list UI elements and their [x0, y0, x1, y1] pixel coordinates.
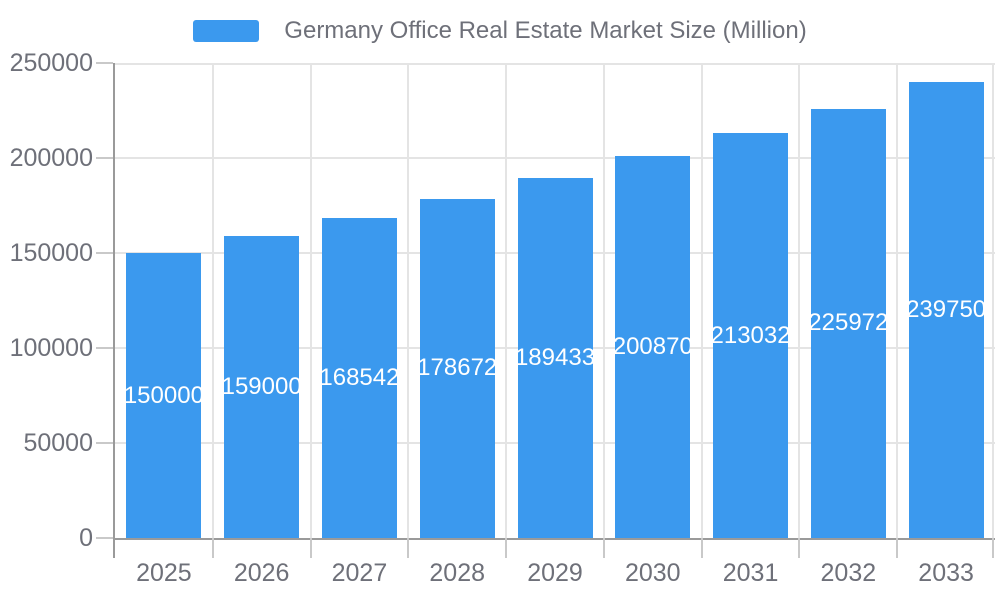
y-axis-tick [96, 347, 113, 349]
x-axis-tick [407, 538, 409, 558]
vertical-gridline [407, 63, 409, 538]
bar[interactable]: 239750 [908, 82, 984, 538]
vertical-gridline [798, 63, 800, 538]
plot-area: 0 50000 100000 150000 200000 250000 150000 2025… [10, 49, 995, 587]
x-axis-label: 2028 [429, 559, 486, 587]
x-axis-label: 2030 [624, 559, 681, 587]
y-axis-tick [96, 62, 113, 64]
horizontal-gridline [115, 63, 995, 65]
legend-swatch-icon [193, 20, 260, 42]
bar-value-label: 239750 [908, 296, 984, 324]
y-axis-extension [113, 538, 115, 558]
y-axis-tick [96, 252, 113, 254]
legend-label: Germany Office Real Estate Market Size (… [284, 17, 807, 44]
x-axis-tick [701, 538, 703, 558]
bar-value-label: 189433 [517, 344, 593, 372]
x-axis-tick [798, 538, 800, 558]
x-axis-tick [896, 538, 898, 558]
x-axis-label: 2029 [527, 559, 583, 587]
bar-value-label: 200870 [615, 333, 691, 361]
x-axis-label: 2026 [233, 559, 290, 587]
bar-value-label: 168542 [321, 363, 397, 391]
y-axis-label: 0 [79, 524, 93, 552]
y-axis-tick [96, 157, 113, 159]
vertical-gridline [505, 63, 507, 538]
vertical-gridline [212, 63, 214, 538]
bar-value-label: 213032 [713, 321, 789, 349]
bar[interactable]: 178672 [419, 198, 495, 538]
bar[interactable]: 168542 [321, 217, 397, 538]
y-axis-label: 50000 [23, 429, 93, 457]
y-axis-label: 150000 [9, 239, 93, 267]
legend[interactable]: Germany Office Real Estate Market Size (… [0, 14, 1000, 48]
x-axis-tick [505, 538, 507, 558]
bar-value-label: 150000 [126, 381, 202, 409]
y-axis-tick [96, 537, 113, 539]
bar[interactable]: 200870 [615, 156, 691, 538]
vertical-gridline [992, 63, 994, 538]
x-axis-label: 2031 [722, 559, 779, 587]
bar[interactable]: 159000 [224, 235, 300, 538]
bar[interactable]: 189433 [517, 178, 593, 538]
horizontal-gridline [115, 157, 995, 159]
vertical-gridline [603, 63, 605, 538]
x-axis-label: 2032 [820, 559, 877, 587]
vertical-gridline [896, 63, 898, 538]
x-axis-tick [992, 538, 994, 558]
x-axis-tick [310, 538, 312, 558]
bar-value-label: 178672 [419, 354, 495, 382]
y-axis-label: 200000 [9, 144, 93, 172]
y-axis-label: 100000 [9, 334, 93, 362]
bar[interactable]: 213032 [713, 133, 789, 538]
bar[interactable]: 225972 [810, 108, 886, 538]
bar[interactable]: 150000 [126, 253, 202, 538]
bar-value-label: 225972 [810, 309, 886, 337]
x-axis-label: 2027 [331, 559, 388, 587]
vertical-gridline [701, 63, 703, 538]
y-axis-tick [96, 442, 113, 444]
x-axis-label: 2025 [136, 559, 192, 587]
x-axis-label: 2033 [918, 559, 974, 587]
vertical-gridline [310, 63, 312, 538]
y-axis-label: 250000 [9, 49, 93, 77]
x-axis-tick [212, 538, 214, 558]
bar-value-label: 159000 [224, 372, 300, 400]
x-axis-tick [603, 538, 605, 558]
